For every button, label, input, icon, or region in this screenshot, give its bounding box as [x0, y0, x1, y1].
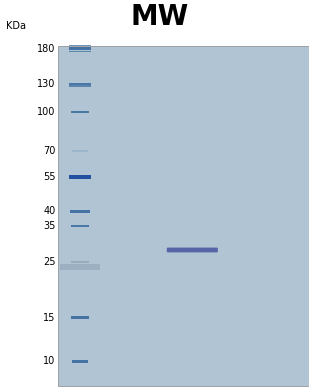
FancyBboxPatch shape [70, 210, 90, 213]
FancyBboxPatch shape [167, 248, 218, 252]
FancyBboxPatch shape [72, 360, 88, 363]
FancyBboxPatch shape [71, 261, 89, 263]
FancyBboxPatch shape [71, 225, 89, 227]
Text: KDa: KDa [6, 21, 26, 31]
Text: 40: 40 [43, 206, 55, 216]
FancyBboxPatch shape [69, 85, 91, 87]
Text: 180: 180 [37, 44, 55, 53]
FancyBboxPatch shape [69, 175, 91, 179]
FancyBboxPatch shape [60, 264, 100, 270]
FancyBboxPatch shape [69, 45, 91, 46]
FancyBboxPatch shape [69, 83, 91, 85]
Text: 100: 100 [37, 107, 55, 117]
Text: 130: 130 [37, 79, 55, 89]
Text: 35: 35 [43, 221, 55, 231]
Text: 55: 55 [43, 172, 55, 182]
FancyBboxPatch shape [71, 316, 89, 319]
FancyBboxPatch shape [69, 48, 91, 50]
Text: 70: 70 [43, 146, 55, 156]
FancyBboxPatch shape [58, 46, 309, 386]
Text: 25: 25 [43, 257, 55, 267]
Text: 15: 15 [43, 312, 55, 323]
FancyBboxPatch shape [71, 111, 89, 113]
FancyBboxPatch shape [72, 150, 88, 152]
FancyBboxPatch shape [69, 51, 91, 52]
Text: 10: 10 [43, 356, 55, 367]
Text: MW: MW [131, 3, 189, 31]
